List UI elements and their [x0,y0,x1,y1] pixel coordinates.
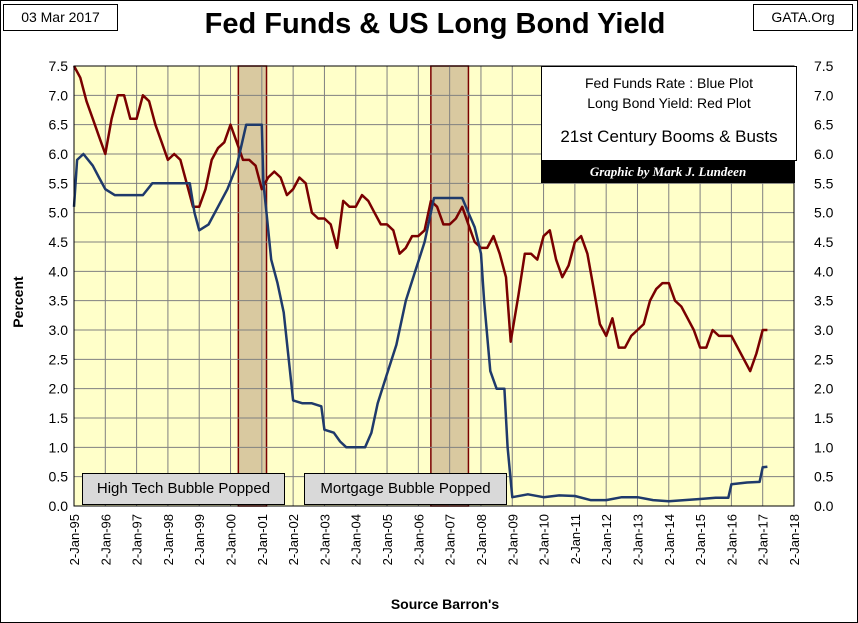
x-tick-label: 2-Jan-10 [537,514,552,565]
y-tick-label-left: 1.0 [49,439,69,455]
x-tick-label: 2-Jan-12 [599,514,614,565]
fed-funds-series-line [72,123,768,503]
y-tick-label-right: 1.0 [814,439,834,455]
y-tick-label-right: 3.5 [814,293,834,309]
y-tick-label-right: 5.0 [814,205,834,221]
plot-border [73,65,795,507]
y-tick-label-right: 2.0 [814,381,834,397]
annotation-mortgage-bubble: Mortgage Bubble Popped [304,473,507,505]
legend-long-bond: Long Bond Yield: Red Plot [587,95,751,111]
x-axis-label: Source Barron's [390,596,500,612]
x-tick-label: 2-Jan-03 [317,514,332,565]
annotation-high-tech-bubble: High Tech Bubble Popped [82,473,285,505]
x-tick-label: 2-Jan-95 [67,514,82,565]
x-tick-label: 2-Jan-07 [443,514,458,565]
y-tick-label-left: 5.0 [49,205,69,221]
legend-fed-funds: Fed Funds Rate : Blue Plot [584,75,754,91]
x-tick-label: 2-Jan-00 [224,514,239,565]
y-tick-label-left: 3.0 [49,322,69,338]
y-tick-label-right: 6.0 [814,146,834,162]
source-site-label: GATA.Org [753,4,853,31]
x-tick-label: 2-Jan-14 [662,514,677,565]
x-tick-label: 2-Jan-08 [474,514,489,565]
x-tick-label: 2-Jan-96 [98,514,113,565]
x-tick-label: 2-Jan-97 [130,514,145,565]
graphic-credit: Graphic by Mark J. Lundeen [541,161,795,183]
y-tick-label-right: 0.0 [814,498,834,514]
y-tick-label-right: 1.5 [814,410,834,426]
x-tick-label: 2-Jan-15 [693,514,708,565]
x-tick-label: 2-Jan-13 [630,514,645,565]
y-axis-label: Percent [4,276,34,327]
y-tick-label-left: 4.5 [49,234,69,250]
y-axis-label-text: Percent [10,276,26,328]
y-tick-label-left: 2.0 [49,381,69,397]
y-tick-label-right: 2.5 [814,351,834,367]
y-tick-label-right: 7.5 [814,58,834,74]
x-tick-label: 2-Jan-01 [255,514,270,565]
date-label: 03 Mar 2017 [3,4,118,31]
y-tick-label-right: 5.5 [814,175,834,191]
y-tick-label-right: 3.0 [814,322,834,338]
y-tick-label-left: 3.5 [49,293,69,309]
x-tick-label: 2-Jan-16 [724,514,739,565]
x-tick-label: 2-Jan-18 [787,514,802,565]
y-tick-label-right: 6.5 [814,117,834,133]
x-tick-label: 2-Jan-04 [349,514,364,565]
y-tick-label-right: 7.0 [814,87,834,103]
y-tick-label-left: 0.5 [49,469,69,485]
legend-box: Fed Funds Rate : Blue Plot Long Bond Yie… [541,66,797,161]
x-tick-label: 2-Jan-17 [756,514,771,565]
x-tick-label: 2-Jan-11 [568,514,583,564]
y-tick-label-left: 6.0 [49,146,69,162]
y-tick-label-left: 7.5 [49,58,69,74]
y-tick-label-right: 0.5 [814,469,834,485]
x-tick-label: 2-Jan-98 [161,514,176,565]
x-tick-label: 2-Jan-99 [192,514,207,565]
y-tick-label-left: 0.0 [49,498,69,514]
y-tick-label-left: 1.5 [49,410,69,426]
y-tick-label-left: 4.0 [49,263,69,279]
y-tick-label-right: 4.5 [814,234,834,250]
legend-subtitle: 21st Century Booms & Busts [560,127,778,146]
chart-title: Fed Funds & US Long Bond Yield [204,8,666,40]
x-tick-label: 2-Jan-06 [411,514,426,565]
y-tick-label-right: 4.0 [814,263,834,279]
long-bond-series-line [72,65,768,373]
y-tick-label-left: 5.5 [49,175,69,191]
x-tick-label: 2-Jan-09 [505,514,520,565]
y-tick-label-left: 6.5 [49,117,69,133]
x-tick-label: 2-Jan-02 [286,514,301,565]
y-tick-label-left: 2.5 [49,351,69,367]
x-tick-label: 2-Jan-05 [380,514,395,565]
y-tick-label-left: 7.0 [49,87,69,103]
